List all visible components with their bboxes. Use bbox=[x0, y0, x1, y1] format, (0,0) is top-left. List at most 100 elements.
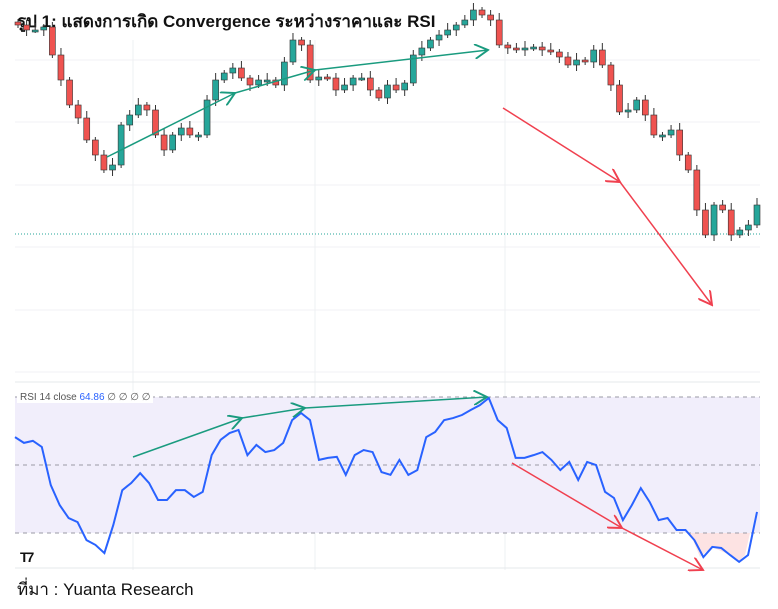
candle-up bbox=[109, 164, 116, 171]
candle-up bbox=[220, 72, 228, 81]
candle-up bbox=[444, 29, 451, 36]
candle-up bbox=[427, 39, 434, 49]
candle-down bbox=[92, 139, 99, 156]
candle-up bbox=[409, 54, 417, 84]
rsi-downtrend-arrow-1 bbox=[511, 462, 622, 528]
candle-up bbox=[530, 46, 537, 50]
candle-down bbox=[556, 51, 563, 58]
candle-up bbox=[384, 84, 391, 99]
rsi-band bbox=[15, 397, 760, 533]
candle-up bbox=[590, 49, 598, 63]
candle-down bbox=[513, 47, 520, 51]
candle-up bbox=[745, 224, 752, 231]
price-uptrend-arrow-1 bbox=[106, 93, 235, 158]
candle-down bbox=[57, 54, 65, 81]
candle-down bbox=[246, 77, 254, 86]
candle-down bbox=[581, 59, 589, 63]
candle-up bbox=[212, 79, 219, 101]
rsi-legend: RSI 14 close 64.86 ∅ ∅ ∅ ∅ bbox=[17, 392, 154, 403]
candle-up bbox=[289, 39, 297, 63]
candle-down bbox=[504, 44, 512, 49]
candle-up bbox=[31, 29, 39, 33]
candle-down bbox=[143, 104, 151, 111]
candle-down bbox=[66, 79, 73, 106]
rsi-panel bbox=[14, 396, 760, 564]
candle-up bbox=[169, 134, 176, 151]
candle-down bbox=[641, 99, 649, 116]
candle-down bbox=[238, 67, 245, 79]
rsi-legend-value: 64.86 bbox=[79, 392, 105, 403]
candle-up bbox=[126, 114, 134, 126]
candle-down bbox=[599, 49, 606, 66]
price-uptrend-arrow-3 bbox=[314, 50, 488, 71]
candle-up bbox=[358, 77, 366, 81]
candle-up bbox=[117, 124, 125, 166]
candle-down bbox=[306, 44, 314, 81]
candle-down bbox=[495, 19, 503, 46]
candle-down bbox=[564, 56, 572, 66]
candle-down bbox=[676, 129, 683, 156]
candle-up bbox=[521, 47, 529, 51]
rsi-legend-extras: ∅ ∅ ∅ ∅ bbox=[107, 392, 151, 403]
candle-up bbox=[470, 9, 477, 21]
candle-down bbox=[367, 77, 374, 91]
candle-down bbox=[702, 209, 709, 236]
candle-up bbox=[229, 67, 237, 74]
candle-down bbox=[487, 14, 494, 21]
candle-down bbox=[616, 84, 623, 113]
candle-down bbox=[74, 104, 82, 119]
candle-up bbox=[255, 79, 262, 86]
candle-down bbox=[727, 209, 735, 236]
candle-down bbox=[538, 46, 546, 51]
candle-up bbox=[281, 61, 288, 86]
figure-title: รูป 1: แสดงการเกิด Convergence ระหว่างรา… bbox=[17, 12, 436, 31]
rsi-legend-name: RSI 14 close bbox=[20, 392, 77, 403]
candle-up bbox=[195, 134, 202, 138]
candle-down bbox=[332, 77, 340, 91]
candle-up bbox=[401, 82, 408, 91]
price-uptrend-arrow-2 bbox=[234, 70, 315, 94]
candle-up bbox=[203, 99, 211, 136]
candle-up bbox=[341, 84, 348, 91]
candle-up bbox=[135, 104, 142, 116]
price-downtrend-arrow-1 bbox=[502, 107, 620, 182]
candle-up bbox=[263, 79, 271, 83]
candle-up bbox=[753, 204, 761, 226]
tradingview-logo: T7 bbox=[20, 549, 34, 565]
candle-up bbox=[452, 24, 460, 31]
candle-down bbox=[152, 109, 159, 136]
rsi-uptrend-arrow-3 bbox=[304, 397, 487, 409]
candle-up bbox=[659, 134, 666, 138]
candle-down bbox=[14, 21, 22, 26]
candle-down bbox=[298, 39, 305, 46]
candle-down bbox=[607, 64, 615, 86]
rsi-line bbox=[14, 396, 758, 564]
candle-down bbox=[100, 154, 108, 171]
candle-up bbox=[573, 59, 580, 66]
candle-down bbox=[324, 76, 331, 80]
candle-down bbox=[160, 134, 168, 151]
candle-up bbox=[418, 47, 426, 56]
rsi-downtrend-arrow-2 bbox=[621, 527, 703, 570]
candle-up bbox=[40, 26, 48, 31]
candle-down bbox=[375, 89, 383, 99]
candle-down bbox=[650, 114, 658, 136]
candle-down bbox=[719, 204, 726, 211]
candle-down bbox=[684, 154, 692, 171]
candle-down bbox=[186, 127, 194, 136]
rsi-uptrend-arrow-1 bbox=[132, 418, 242, 458]
candle-up bbox=[633, 99, 640, 111]
rsi-uptrend-arrow-2 bbox=[241, 408, 305, 419]
candle-up bbox=[315, 76, 323, 81]
candle-up bbox=[736, 229, 744, 236]
candle-up bbox=[461, 19, 469, 26]
candles bbox=[14, 3, 761, 241]
candle-up bbox=[435, 34, 443, 41]
candle-down bbox=[392, 84, 400, 91]
candle-down bbox=[478, 9, 486, 16]
grid bbox=[15, 40, 760, 570]
candle-down bbox=[547, 49, 555, 53]
candle-down bbox=[49, 26, 56, 56]
candle-down bbox=[23, 24, 30, 31]
candle-down bbox=[693, 169, 701, 211]
